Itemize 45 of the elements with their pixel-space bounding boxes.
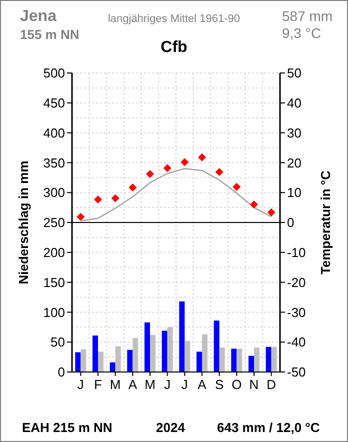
y2-tick-label: -30	[287, 304, 306, 320]
x-tick-label: J	[181, 377, 188, 392]
y2-tick-label: -50	[287, 364, 306, 380]
y-tick-label: 500	[43, 66, 65, 81]
y-tick-label: 50	[50, 334, 65, 350]
x-tick-label: A	[198, 377, 207, 392]
y-tick-label: 150	[43, 274, 65, 290]
y-tick-label: 400	[43, 125, 65, 140]
chart-subtitle: langjähriges Mittel 1961-90	[108, 13, 240, 25]
y-tick-label: 450	[43, 95, 65, 110]
x-tick-label: S	[214, 377, 224, 392]
y2-tick-label: -40	[287, 334, 306, 350]
y2-tick-label: 10	[287, 185, 302, 200]
x-tick-label: A	[128, 377, 138, 392]
y2-tick-label: -10	[287, 244, 306, 260]
x-tick-label: J	[77, 377, 84, 392]
y-tick-label: 250	[43, 215, 65, 230]
text: 643 mm / 12,0 °C	[217, 420, 320, 435]
x-tick-label: J	[164, 377, 171, 392]
x-tick-label: O	[232, 377, 242, 392]
text: 587 mm	[282, 8, 333, 24]
y2-tick-label: -20	[287, 274, 306, 290]
y2-tick-label: 50	[287, 66, 302, 81]
y-tick-label: 200	[43, 244, 65, 260]
y2-axis-title: Temperatur in °C	[318, 170, 333, 274]
text: 155 m NN	[20, 27, 80, 42]
y-tick-label: 100	[43, 304, 65, 320]
y2-tick-label: 0	[287, 215, 294, 230]
y-tick-label: 300	[43, 185, 65, 200]
y2-tick-label: 30	[287, 125, 302, 140]
y2-tick-label: 40	[287, 95, 302, 110]
y2-tick-label: 20	[287, 155, 302, 170]
x-tick-label: M	[110, 377, 121, 392]
y-axis-title: Niederschlag in mm	[16, 160, 31, 284]
y-tick-label: 0	[58, 364, 65, 380]
text: Jena	[20, 8, 57, 25]
x-tick-label: F	[94, 377, 102, 392]
text: 9,3 °C	[282, 25, 322, 41]
text: EAH 215 m NN	[22, 420, 112, 435]
y-tick-label: 350	[43, 155, 65, 170]
text: 2024	[156, 420, 186, 435]
x-tick-label: M	[144, 377, 156, 392]
x-tick-label: N	[249, 377, 259, 392]
chart-title: Cfb	[160, 39, 188, 56]
x-tick-label: D	[266, 377, 276, 392]
